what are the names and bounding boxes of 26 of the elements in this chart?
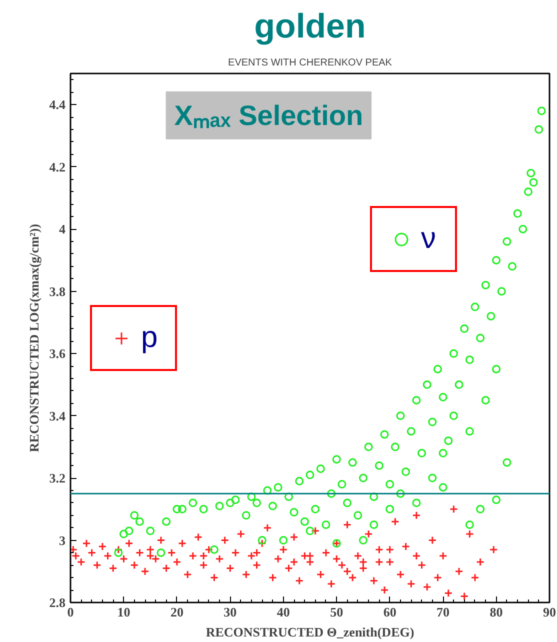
y-tick-label: 3.2	[49, 470, 66, 486]
x-tick-label: 20	[170, 604, 184, 620]
y-axis-title: RECONSTRUCTED LOG(xmax(g/cm²))	[26, 224, 42, 452]
x-tick-label: 10	[117, 604, 130, 620]
y-tick-label: 4.4	[49, 97, 66, 112]
x-tick-label: 80	[490, 604, 503, 620]
x-tick-label: 70	[436, 604, 450, 620]
x-tick-label: 50	[330, 604, 344, 620]
y-tick-label: 3.8	[49, 284, 66, 299]
x-axis-title: RECONSTRUCTED Θ_zenith(DEG)	[206, 624, 414, 640]
x-tick-label: 30	[224, 604, 237, 620]
y-tick-label: 4	[59, 222, 66, 237]
legend-label: p	[141, 320, 159, 354]
legend-label: ν	[421, 222, 437, 256]
y-tick-label: 2.8	[49, 595, 66, 610]
x-tick-label: 40	[276, 604, 290, 620]
y-tick-label: 4.2	[49, 159, 66, 174]
x-tick-label: 90	[543, 604, 556, 620]
y-tick-label: 3	[59, 532, 66, 548]
y-tick-label: 3.6	[49, 346, 66, 362]
chart-title: golden	[254, 8, 366, 46]
chart-subtitle: EVENTS WITH CHERENKOV PEAK	[228, 58, 392, 68]
y-tick-label: 3.4	[49, 408, 66, 424]
x-tick-label: 0	[67, 604, 74, 620]
annotation: Xₘₐₓ Selection	[174, 100, 364, 131]
x-tick-label: 60	[383, 604, 396, 620]
